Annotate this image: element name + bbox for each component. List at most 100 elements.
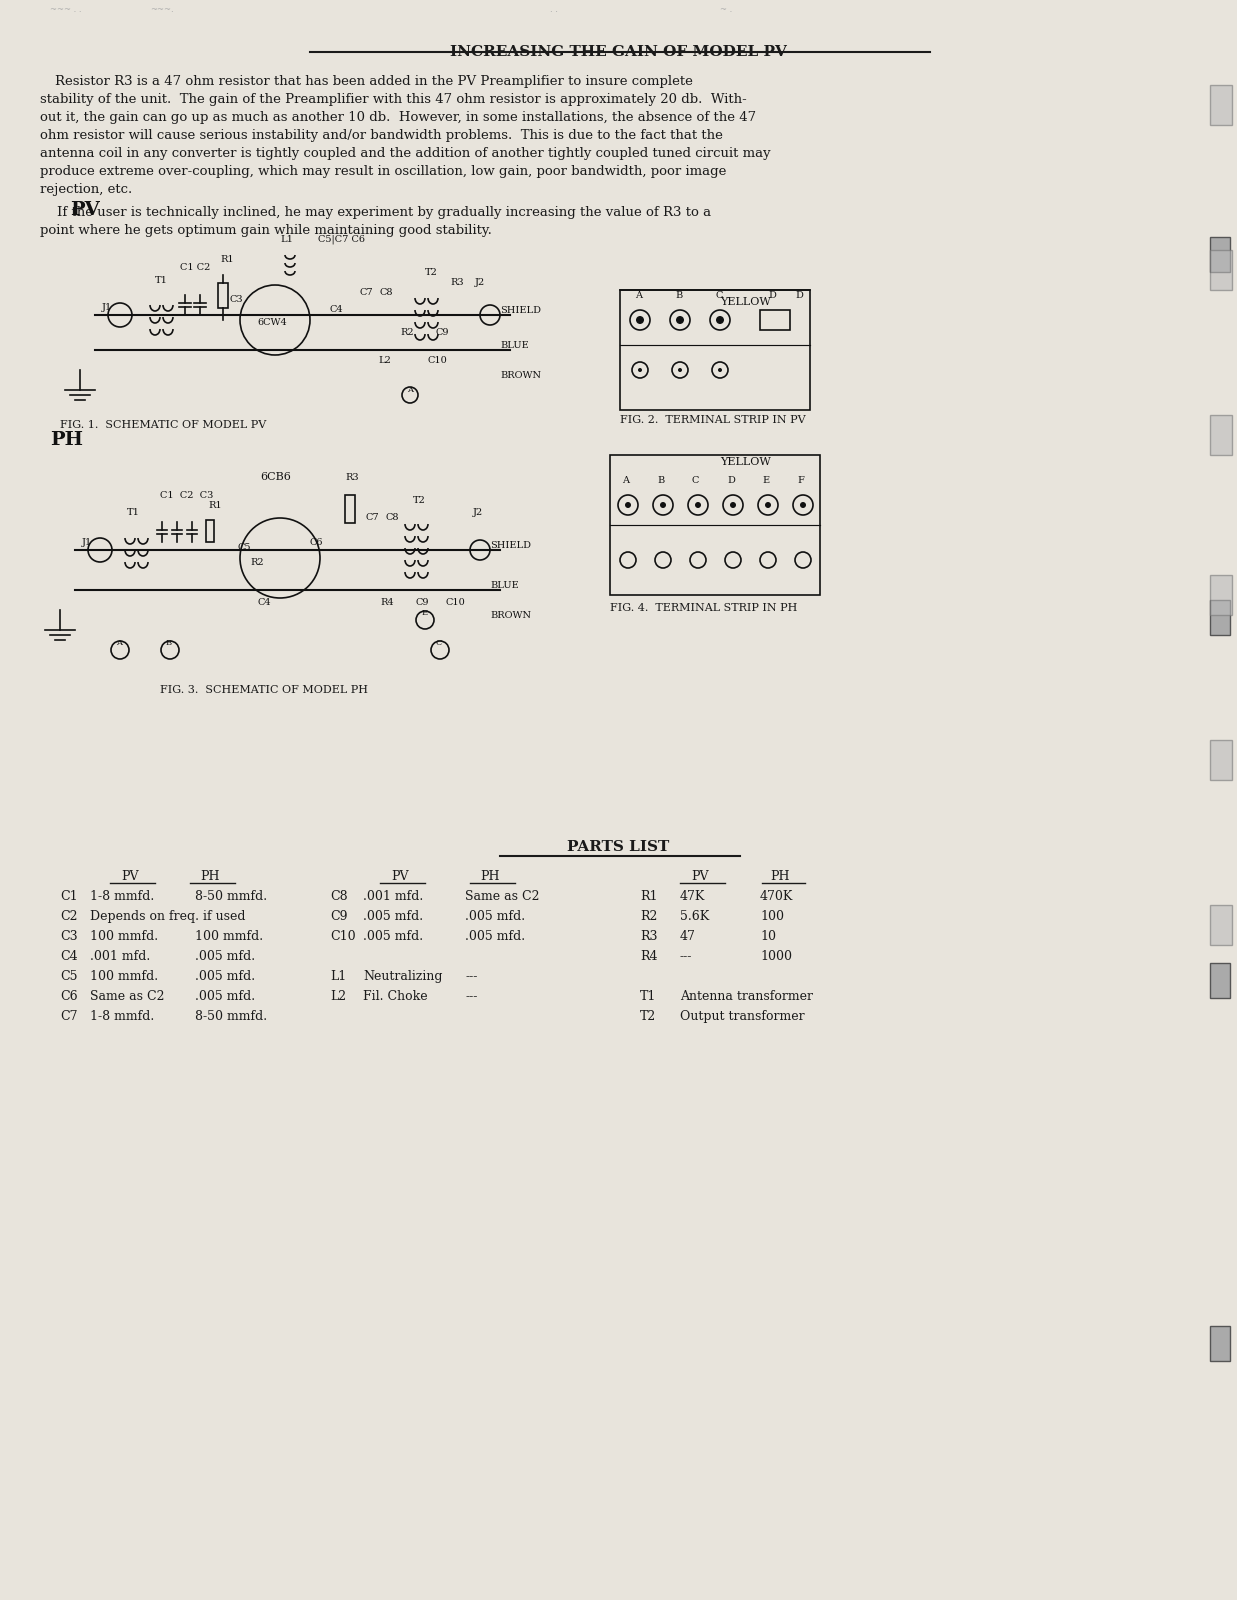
Text: ---: --- [465,990,477,1003]
Text: C3: C3 [230,294,244,304]
Text: T2: T2 [426,267,438,277]
Text: T1: T1 [127,509,140,517]
Text: B: B [166,638,172,646]
Bar [1210,574,1232,614]
Text: A: A [116,638,122,646]
Text: SHIELD: SHIELD [500,306,541,315]
Text: Output transformer: Output transformer [680,1010,804,1022]
Text: C1  C2  C3: C1 C2 C3 [160,491,213,499]
Text: .005 mfd.: .005 mfd. [362,930,423,942]
Text: R1: R1 [640,890,658,902]
Text: INCREASING THE GAIN OF MODEL PV: INCREASING THE GAIN OF MODEL PV [449,45,787,59]
Text: ---: --- [680,950,693,963]
Text: ohm resistor will cause serious instability and/or bandwidth problems.  This is : ohm resistor will cause serious instabil… [40,130,722,142]
Bar [218,283,228,307]
Text: BLUE: BLUE [500,341,528,350]
Text: If the user is technically inclined, he may experiment by gradually increasing t: If the user is technically inclined, he … [40,206,711,219]
Bar [1210,85,1232,125]
Text: C9: C9 [414,598,428,606]
Text: C1 C2: C1 C2 [181,262,210,272]
Text: C: C [715,291,722,301]
Text: Neutralizing: Neutralizing [362,970,443,982]
Text: .005 mfd.: .005 mfd. [195,950,255,963]
Bar [1210,250,1232,290]
Text: 5.6K: 5.6K [680,910,709,923]
Text: L1: L1 [280,235,293,243]
Text: C4: C4 [259,598,272,606]
Text: 1-8 mmfd.: 1-8 mmfd. [90,1010,155,1022]
Text: C: C [691,477,699,485]
Text: FIG. 1.  SCHEMATIC OF MODEL PV: FIG. 1. SCHEMATIC OF MODEL PV [61,419,266,430]
Text: L2: L2 [330,990,346,1003]
Text: B: B [675,291,683,301]
Text: R2: R2 [250,558,263,566]
Text: ~ .: ~ . [720,6,732,14]
Text: J1: J1 [101,302,113,312]
Text: C9: C9 [435,328,449,338]
Text: .001 mfd.: .001 mfd. [362,890,423,902]
Text: T1: T1 [155,275,168,285]
Bar [345,494,355,523]
Text: T2: T2 [413,496,426,506]
Text: FIG. 3.  SCHEMATIC OF MODEL PH: FIG. 3. SCHEMATIC OF MODEL PH [160,685,367,694]
Text: BROWN: BROWN [500,371,541,379]
Bar [207,520,214,542]
Text: FIG. 2.  TERMINAL STRIP IN PV: FIG. 2. TERMINAL STRIP IN PV [620,414,805,426]
Text: PV: PV [71,202,100,219]
Text: C8: C8 [385,514,398,522]
Text: R3: R3 [450,278,464,286]
Text: .005 mfd.: .005 mfd. [362,910,423,923]
Text: C10: C10 [330,930,355,942]
Text: T2: T2 [640,1010,657,1022]
Text: .001 mfd.: .001 mfd. [90,950,150,963]
Text: . .: . . [550,6,558,14]
Text: PH: PH [200,870,220,883]
Text: ~~~.: ~~~. [150,6,173,14]
Text: PH: PH [771,870,789,883]
Text: L1: L1 [330,970,346,982]
Circle shape [678,368,682,371]
Text: F: F [797,477,804,485]
Text: R2: R2 [400,328,413,338]
Text: D: D [727,477,735,485]
Circle shape [638,368,642,371]
Text: PARTS LIST: PARTS LIST [567,840,669,854]
Text: B: B [657,477,664,485]
Circle shape [716,317,724,323]
Text: 470K: 470K [760,890,793,902]
Circle shape [717,368,722,371]
Bar [1210,414,1232,454]
Text: 8-50 mmfd.: 8-50 mmfd. [195,1010,267,1022]
Bar [1210,1326,1230,1362]
Text: rejection, etc.: rejection, etc. [40,182,132,195]
Text: J1: J1 [82,538,93,547]
Text: A: A [407,386,413,394]
Text: C10: C10 [428,357,448,365]
Text: PH: PH [480,870,500,883]
Text: BLUE: BLUE [490,581,518,590]
Text: .005 mfd.: .005 mfd. [465,930,526,942]
Text: J2: J2 [473,509,484,517]
Circle shape [730,502,736,509]
Text: R2: R2 [640,910,657,923]
Text: C4: C4 [330,306,344,314]
Text: D: D [795,291,803,301]
Circle shape [764,502,771,509]
Text: point where he gets optimum gain while maintaining good stability.: point where he gets optimum gain while m… [40,224,492,237]
Text: 1000: 1000 [760,950,792,963]
Text: R4: R4 [640,950,658,963]
Text: 1-8 mmfd.: 1-8 mmfd. [90,890,155,902]
Circle shape [625,502,631,509]
Text: 47K: 47K [680,890,705,902]
Text: R1: R1 [220,254,234,264]
Text: .005 mfd.: .005 mfd. [465,910,526,923]
Text: 100 mmfd.: 100 mmfd. [90,930,158,942]
Text: Same as C2: Same as C2 [90,990,165,1003]
Text: PV: PV [691,870,709,883]
Text: PV: PV [121,870,139,883]
Text: out it, the gain can go up as much as another 10 db.  However, in some installat: out it, the gain can go up as much as an… [40,110,756,125]
Bar [1210,739,1232,781]
Text: C6: C6 [61,990,78,1003]
Text: R1: R1 [208,501,221,510]
Bar [1210,906,1232,946]
